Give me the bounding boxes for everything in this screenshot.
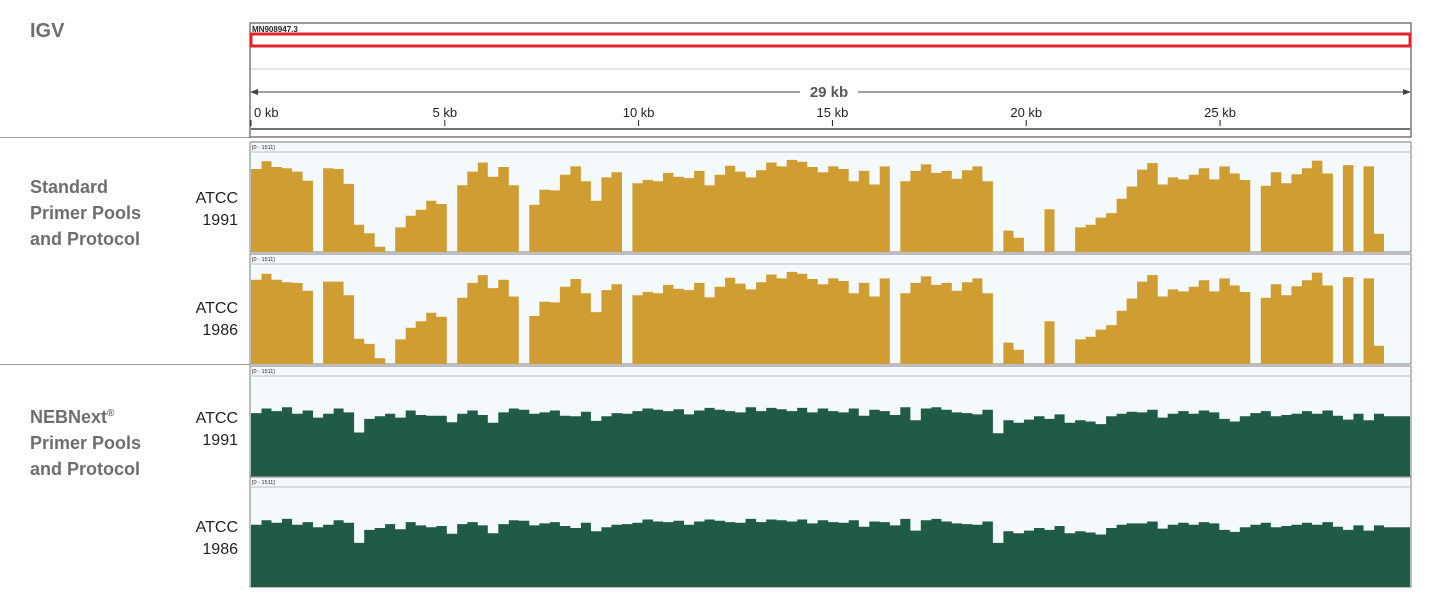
sample-label-2-line2: 1986 bbox=[202, 322, 238, 339]
registered-mark: ® bbox=[107, 408, 115, 419]
reference-accession: MN908947.3 bbox=[252, 25, 298, 34]
sample-label-2-line1: ATCC bbox=[195, 300, 238, 317]
group-label-standard: Standard Primer Pools and Protocol bbox=[30, 148, 141, 252]
sample-label-4-line2: 1986 bbox=[202, 541, 238, 558]
reference-sequence-bar bbox=[249, 32, 1412, 48]
ruler-tick-label: 20 kb bbox=[1010, 105, 1042, 120]
sample-label-3-line1: ATCC bbox=[195, 410, 238, 427]
group-label-nebnext-rest: Primer Pools and Protocol bbox=[30, 433, 142, 479]
group-label-nebnext: NEBNext® Primer Pools and Protocol bbox=[30, 375, 141, 482]
separator-top bbox=[0, 137, 250, 138]
ruler-tick-label: 10 kb bbox=[623, 105, 655, 120]
sample-label-3-line2: 1991 bbox=[202, 432, 238, 449]
track-range-label: [0 - 1511] bbox=[252, 145, 275, 151]
sample-label-1-line1: ATCC bbox=[195, 190, 238, 207]
sample-label-track-2: ATCC 1986 bbox=[160, 298, 238, 342]
coverage-area bbox=[251, 271, 1410, 364]
span-arrow-left bbox=[250, 89, 258, 95]
track-range-label: [0 - 1511] bbox=[252, 369, 275, 375]
sample-label-track-3: ATCC 1991 bbox=[160, 408, 238, 452]
span-label: 29 kb bbox=[810, 84, 848, 101]
ruler-tick-label: 15 kb bbox=[817, 105, 849, 120]
sample-label-track-4: ATCC 1986 bbox=[160, 517, 238, 561]
span-arrow-right bbox=[1403, 89, 1411, 95]
coverage-area bbox=[251, 407, 1410, 476]
app-title: IGV bbox=[30, 20, 65, 42]
track-range-label: [0 - 1511] bbox=[252, 257, 275, 263]
track-range-label: [0 - 1511] bbox=[252, 480, 275, 486]
coverage-area bbox=[251, 159, 1410, 252]
ruler-tick-label: 25 kb bbox=[1204, 105, 1236, 120]
coverage-tracks: [0 - 1511] [0 - 1511] [0 - 1511] [0 - 1511] bbox=[249, 141, 1412, 588]
sample-label-4-line1: ATCC bbox=[195, 519, 238, 536]
reference-panel-frame bbox=[249, 22, 1412, 138]
ruler: 0 kb 5 kb 10 kb 15 kb 20 kb 25 kb bbox=[250, 105, 1236, 126]
sample-label-1-line2: 1991 bbox=[202, 212, 238, 229]
separator-middle bbox=[0, 364, 250, 365]
group-label-standard-text: Standard Primer Pools and Protocol bbox=[30, 177, 142, 249]
coverage-area bbox=[251, 518, 1410, 587]
ruler-tick-label: 0 kb bbox=[254, 105, 279, 120]
sample-label-track-1: ATCC 1991 bbox=[160, 188, 238, 232]
group-label-nebnext-text: NEBNext bbox=[30, 407, 108, 427]
ruler-tick-label: 5 kb bbox=[433, 105, 458, 120]
